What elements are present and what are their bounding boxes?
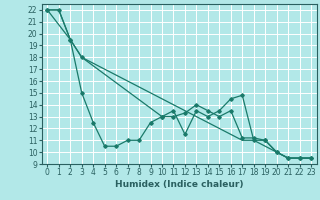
X-axis label: Humidex (Indice chaleur): Humidex (Indice chaleur): [115, 180, 244, 189]
